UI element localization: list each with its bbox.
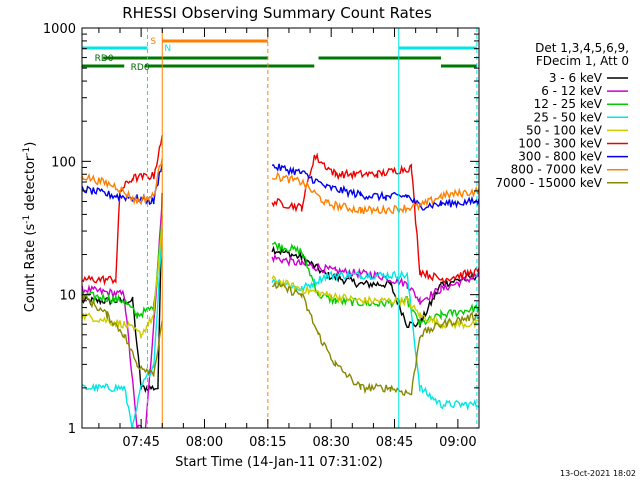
- series-line-8: [82, 281, 479, 396]
- plot-frame: [81, 27, 480, 429]
- y-tick-label-3: 1000: [43, 22, 76, 37]
- y-axis-label-sup1: -1: [22, 215, 32, 224]
- x-axis-label: Start Time (14-Jan-11 07:31:02): [175, 455, 383, 470]
- flag-label-n: N: [164, 44, 171, 54]
- legend-label-6: 300 - 800 keV: [518, 150, 602, 164]
- series-line-3: [82, 228, 479, 428]
- legend-label-7: 800 - 7000 keV: [511, 163, 603, 177]
- x-tick-label-3: 08:30: [312, 435, 349, 450]
- legend-header-1: FDecim 1, Att 0: [536, 54, 629, 68]
- legend-header-0: Det 1,3,4,5,6,9,: [535, 41, 629, 55]
- series-line-7: [82, 158, 479, 216]
- series-group: [82, 135, 479, 428]
- y-axis-label: Count Rate (s-1 detector-1): [22, 142, 38, 313]
- legend-label-3: 25 - 50 keV: [534, 110, 603, 124]
- x-tick-label-5: 09:00: [439, 435, 476, 450]
- legend: Det 1,3,4,5,6,9,FDecim 1, Att 0 3 - 6 keV…: [495, 41, 629, 190]
- legend-label-4: 50 - 100 keV: [526, 123, 603, 137]
- legend-label-0: 3 - 6 keV: [549, 71, 603, 85]
- y-tick-label-2: 100: [51, 155, 76, 170]
- series-line-6: [82, 163, 479, 211]
- x-tick-label-1: 08:00: [186, 435, 223, 450]
- footer-timestamp: 13-Oct-2021 18:02: [560, 469, 636, 478]
- y-axis-label-mid: detector: [23, 155, 38, 215]
- y-axis-label-main: Count Rate (s: [23, 224, 38, 313]
- legend-label-5: 100 - 300 keV: [518, 137, 602, 151]
- series-line-4: [82, 221, 479, 339]
- flag-label-s: S: [150, 37, 156, 47]
- y-axis-label-end: ): [23, 142, 38, 147]
- y-tick-label-1: 10: [59, 289, 76, 304]
- chart-title: RHESSI Observing Summary Count Rates: [122, 4, 432, 22]
- x-tick-label-0: 07:45: [122, 435, 159, 450]
- legend-label-1: 6 - 12 keV: [541, 84, 603, 98]
- legend-label-2: 12 - 25 keV: [534, 97, 603, 111]
- series-line-2: [82, 215, 479, 327]
- flag-label-rd6: RD6: [131, 63, 150, 73]
- flag-label-rd0: RD0: [95, 54, 114, 64]
- x-tick-label-2: 08:15: [249, 435, 286, 450]
- y-axis-label-sup2: -1: [22, 147, 32, 156]
- x-tick-label-4: 08:45: [376, 435, 413, 450]
- legend-label-8: 7000 - 15000 keV: [495, 176, 602, 190]
- y-tick-label-0: 1: [68, 422, 76, 437]
- plot-area: RD0 RD6 SN 1 10 100 1000 07:45 08:00 08:15 08:30 08…: [43, 22, 480, 450]
